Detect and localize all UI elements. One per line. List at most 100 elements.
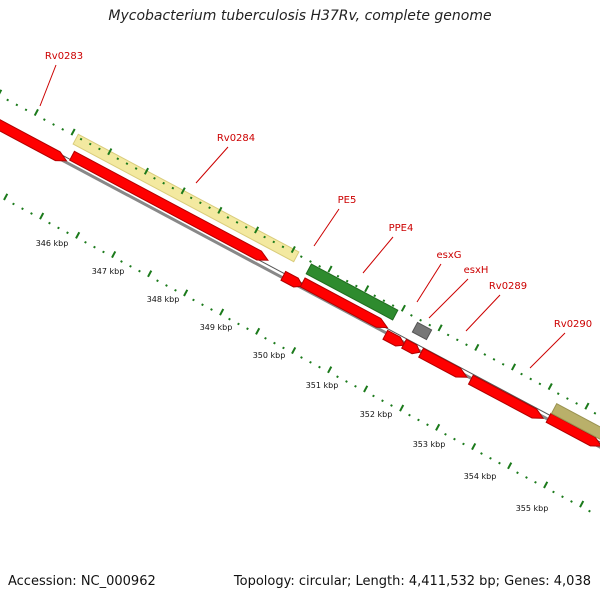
gene-ppe4 <box>305 263 399 321</box>
gene-label: Rv0289 <box>489 281 527 292</box>
outer-track-tick <box>511 363 517 371</box>
inner-track-tick <box>39 212 45 220</box>
outer-track-tick <box>180 187 186 195</box>
inner-track-tick <box>543 481 549 489</box>
outer-track-tick <box>290 245 296 254</box>
outer-track-tick <box>125 162 129 165</box>
outer-track-tick <box>593 411 597 415</box>
outer-track-tick <box>419 318 422 322</box>
gene-red-6 <box>401 338 421 355</box>
gene-red-2 <box>69 150 269 261</box>
gene-red-8 <box>467 374 545 419</box>
inner-track-tick <box>129 264 132 268</box>
outer-track-tick <box>134 167 138 170</box>
gene-label: PE5 <box>338 195 357 206</box>
outer-track-tick <box>575 402 578 405</box>
inner-track-tick <box>282 346 285 350</box>
outer-track-tick <box>226 216 230 219</box>
inner-track-tick <box>570 500 573 503</box>
inner-track-tick <box>3 193 9 201</box>
inner-track-tick <box>30 212 33 215</box>
outer-track-tick <box>33 108 39 117</box>
inner-track-tick <box>480 452 483 455</box>
inner-track-tick <box>237 322 240 326</box>
scale-label: 348 kbp <box>147 295 180 304</box>
gene-label: Rv0283 <box>45 51 83 62</box>
gene-pe5 <box>72 133 300 263</box>
gene-leader-line <box>313 208 340 247</box>
scale-label: 346 kbp <box>36 239 69 248</box>
inner-track-tick <box>354 384 357 388</box>
scale-label: 355 kbp <box>516 504 549 513</box>
outer-track-tick <box>208 206 211 210</box>
outer-track-tick <box>483 353 487 356</box>
outer-track-tick <box>520 372 523 376</box>
outer-track-tick <box>309 260 312 263</box>
gene-leader-line <box>465 294 501 332</box>
scale-label: 347 kbp <box>92 267 125 276</box>
inner-track-tick <box>516 471 519 475</box>
inner-track-tick <box>561 495 564 499</box>
topology-text: Topology: circular; Length: 4,411,532 bp… <box>233 574 591 589</box>
inner-track-tick <box>147 270 153 278</box>
outer-track-tick <box>281 245 285 249</box>
inner-track-tick <box>84 240 87 244</box>
inner-track-tick <box>336 375 339 379</box>
outer-track-tick <box>272 240 276 244</box>
inner-track-tick <box>156 279 159 283</box>
inner-track-tick <box>300 356 303 359</box>
inner-track-tick <box>525 476 528 479</box>
gene-label: Rv0290 <box>554 319 592 330</box>
outer-track-tick <box>538 382 542 386</box>
inner-track-tick <box>183 289 189 297</box>
inner-track-tick <box>471 442 477 451</box>
outer-track-tick <box>428 323 432 327</box>
scale-label: 352 kbp <box>360 410 393 419</box>
outer-track-tick <box>15 103 19 107</box>
outer-track-tick <box>382 299 386 303</box>
outer-track-tick <box>88 142 92 146</box>
gene-label: esxG <box>436 250 461 261</box>
outer-track-tick <box>70 128 76 136</box>
inner-track-tick <box>462 442 465 446</box>
inner-track-tick <box>552 490 555 494</box>
outer-track-tick <box>162 181 165 185</box>
scale-label: 349 kbp <box>200 323 233 332</box>
outer-track-tick <box>235 221 239 224</box>
outer-track-tick <box>501 362 505 366</box>
outer-track-tick <box>79 137 83 141</box>
outer-track-tick <box>492 358 496 361</box>
inner-track-tick <box>111 250 117 259</box>
outer-track-tick <box>143 167 149 175</box>
outer-track-tick <box>263 235 266 239</box>
gene-leader-line <box>195 146 229 184</box>
inner-track-tick <box>174 288 177 292</box>
outer-track-tick <box>355 284 358 288</box>
inner-track-tick <box>120 260 123 263</box>
inner-track-tick <box>57 226 60 230</box>
outer-track-tick <box>345 279 349 283</box>
inner-track-tick <box>48 221 51 225</box>
scale-label: 354 kbp <box>464 472 497 481</box>
inner-track-tick <box>201 303 204 307</box>
scale-label: 350 kbp <box>253 351 286 360</box>
outer-track-tick <box>327 265 333 273</box>
outer-track-tick <box>153 176 156 180</box>
outer-track-tick <box>364 285 370 293</box>
outer-track-tick <box>474 343 480 351</box>
gene-esxg <box>411 321 433 341</box>
scale-label: 353 kbp <box>413 440 446 449</box>
outer-track-tick <box>336 274 340 278</box>
inner-track-tick <box>291 346 297 355</box>
gene-label: PPE4 <box>389 223 414 234</box>
gene-red-5 <box>382 329 406 347</box>
inner-track-tick <box>93 245 96 249</box>
outer-track-tick <box>410 313 413 317</box>
outer-track-tick <box>391 304 395 307</box>
outer-track-tick <box>299 255 303 258</box>
outer-track-tick <box>400 304 406 312</box>
outer-track-tick <box>566 397 569 400</box>
inner-track-tick <box>435 423 441 431</box>
gene-red-3 <box>280 270 304 288</box>
outer-track-tick <box>0 89 3 95</box>
